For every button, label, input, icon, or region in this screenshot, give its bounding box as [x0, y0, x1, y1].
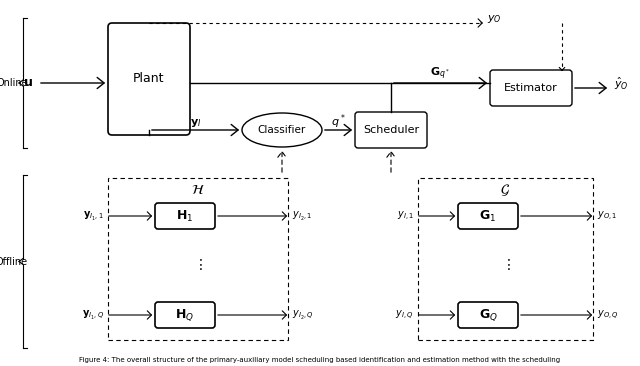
Text: $y_{I,1}$: $y_{I,1}$	[397, 209, 414, 223]
Text: $\mathbf{G}_1$: $\mathbf{G}_1$	[479, 209, 497, 224]
Text: Estimator: Estimator	[504, 83, 558, 93]
Text: $\mathbf{y}_I$: $\mathbf{y}_I$	[190, 117, 201, 129]
Bar	[108, 178, 288, 340]
Text: Offline: Offline	[0, 257, 28, 267]
Text: $y_{I_2,Q}$: $y_{I_2,Q}$	[292, 309, 314, 321]
Text: Figure 4: The overall structure of the primary-auxiliary model scheduling based : Figure 4: The overall structure of the p…	[79, 357, 561, 363]
Text: $y_{I_2,1}$: $y_{I_2,1}$	[292, 209, 312, 223]
Text: $q^*$: $q^*$	[331, 113, 346, 131]
Text: $\vdots$: $\vdots$	[193, 258, 203, 273]
Text: $\mathbf{u}$: $\mathbf{u}$	[23, 76, 33, 90]
Text: $\hat{y}_O$: $\hat{y}_O$	[614, 76, 628, 92]
Text: $\mathbf{y}_{I_1,Q}$: $\mathbf{y}_{I_1,Q}$	[82, 309, 104, 321]
FancyBboxPatch shape	[490, 70, 572, 106]
Text: Plant: Plant	[133, 72, 164, 86]
Text: $\mathbf{G}_{q^*}$: $\mathbf{G}_{q^*}$	[431, 66, 451, 82]
Bar	[418, 178, 593, 340]
FancyBboxPatch shape	[355, 112, 427, 148]
Text: $\mathbf{H}_Q$: $\mathbf{H}_Q$	[175, 307, 195, 323]
Text: Scheduler: Scheduler	[363, 125, 419, 135]
Text: Online: Online	[0, 78, 28, 88]
Ellipse shape	[242, 113, 322, 147]
Text: $\mathcal{H}$: $\mathcal{H}$	[191, 183, 205, 197]
Text: $y_{I,Q}$: $y_{I,Q}$	[396, 309, 414, 322]
FancyBboxPatch shape	[458, 302, 518, 328]
Text: $y_O$: $y_O$	[487, 13, 502, 25]
Text: $y_{O,1}$: $y_{O,1}$	[597, 209, 618, 223]
FancyBboxPatch shape	[458, 203, 518, 229]
Text: $y_{O,Q}$: $y_{O,Q}$	[597, 309, 619, 322]
Text: $\vdots$: $\vdots$	[500, 258, 510, 273]
Text: $\mathbf{G}_Q$: $\mathbf{G}_Q$	[479, 307, 497, 323]
Text: $\mathcal{G}$: $\mathcal{G}$	[500, 182, 511, 198]
Text: $\mathbf{H}_1$: $\mathbf{H}_1$	[177, 209, 194, 224]
FancyBboxPatch shape	[155, 203, 215, 229]
FancyBboxPatch shape	[155, 302, 215, 328]
FancyBboxPatch shape	[108, 23, 190, 135]
Text: $\mathbf{y}_{I_1,1}$: $\mathbf{y}_{I_1,1}$	[83, 209, 104, 223]
Text: Classifier: Classifier	[258, 125, 306, 135]
